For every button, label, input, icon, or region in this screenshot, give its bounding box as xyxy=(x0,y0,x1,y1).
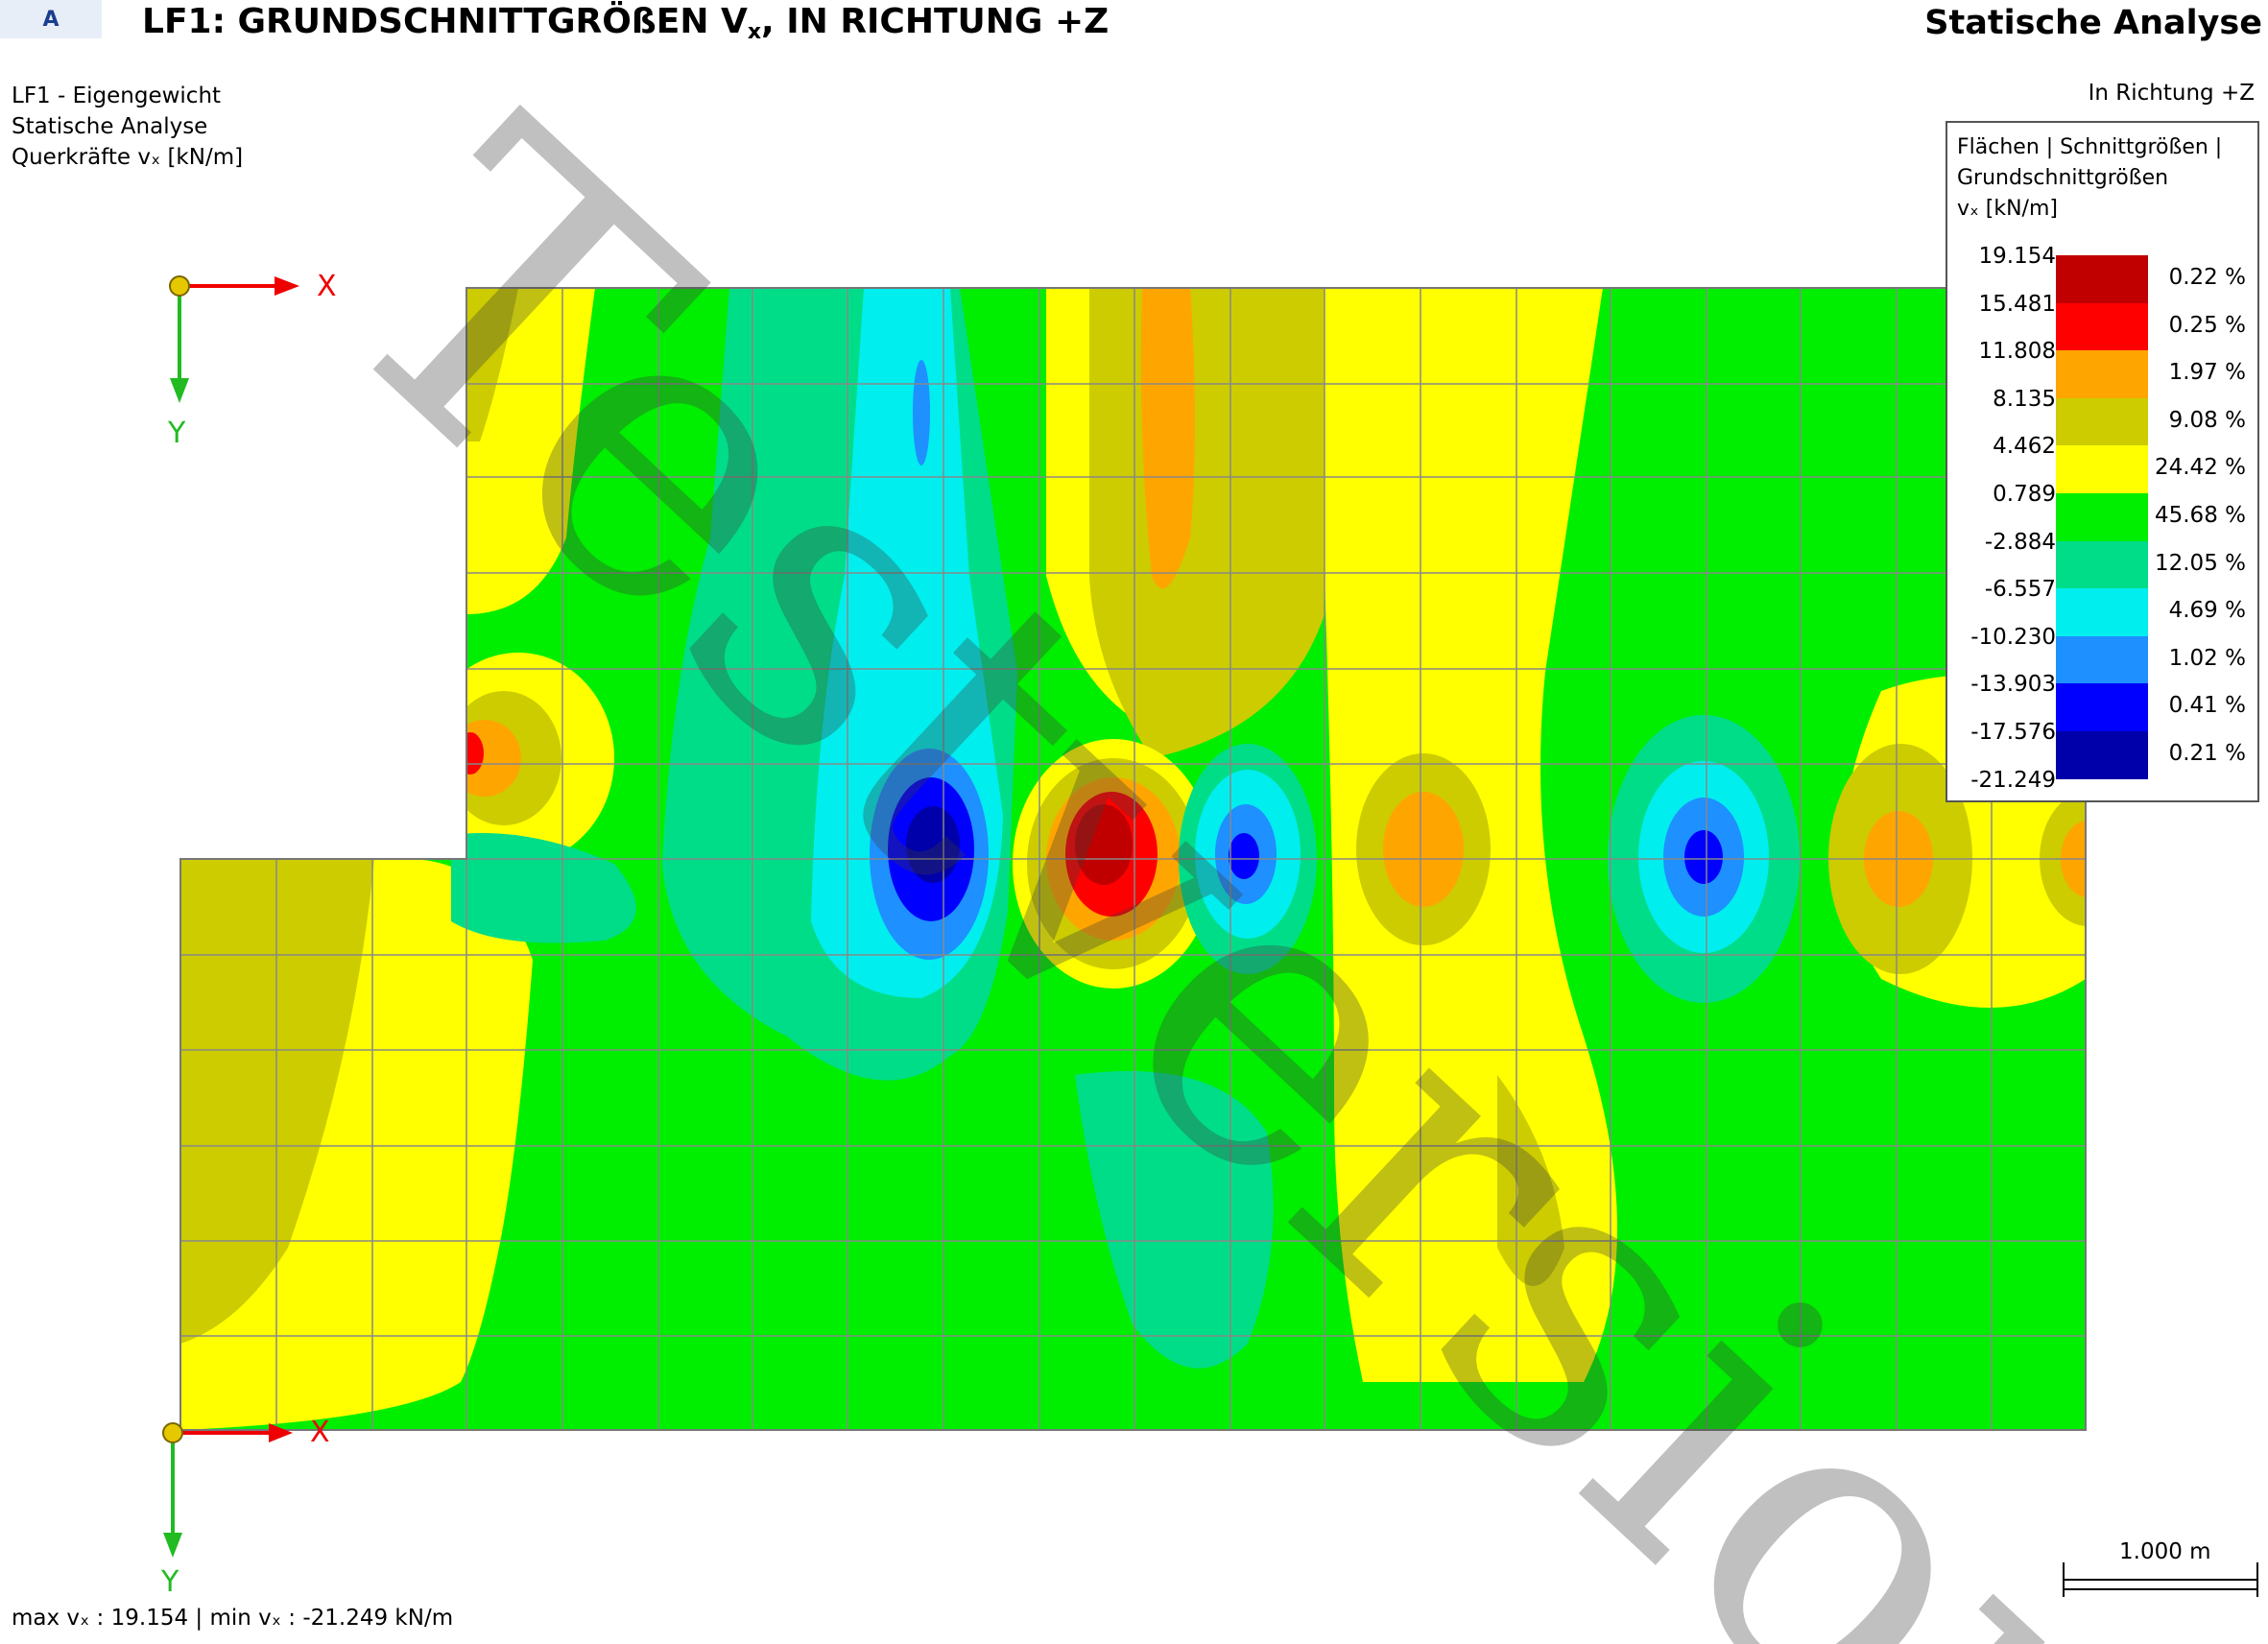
extreme-values: max vₓ : 19.154 | min vₓ : -21.249 kN/m xyxy=(12,1606,454,1631)
legend-color-swatch xyxy=(2056,350,2148,399)
legend-color-swatch xyxy=(2056,255,2148,304)
legend-value: 4.462 xyxy=(1993,434,2056,460)
legend-value: 19.154 xyxy=(1978,244,2056,269)
legend-title-line3: vₓ [kN/m] xyxy=(1957,197,2058,221)
legend-percentage: 9.08 % xyxy=(2168,407,2246,433)
color-legend: Flächen | Schnittgrößen | Grundschnittgr… xyxy=(1946,121,2259,802)
legend-color-swatch xyxy=(2056,445,2148,494)
result-quantity: Querkräfte vₓ [kN/m] xyxy=(12,145,244,170)
legend-value: -10.230 xyxy=(1970,624,2056,650)
legend-color-swatch xyxy=(2056,731,2148,780)
legend-color-swatch xyxy=(2056,302,2148,351)
legend-percentage: 1.02 % xyxy=(2168,645,2246,671)
legend-value: -6.557 xyxy=(1984,577,2056,603)
scale-bar-label: 1.000 m xyxy=(2119,1539,2211,1564)
legend-color-swatch xyxy=(2056,683,2148,732)
legend-percentage: 0.41 % xyxy=(2168,693,2246,719)
legend-percentage: 45.68 % xyxy=(2154,503,2246,528)
legend-percentage: 0.21 % xyxy=(2168,741,2246,766)
legend-percentage: 12.05 % xyxy=(2154,550,2246,576)
legend-title-line2: Grundschnittgrößen xyxy=(1957,166,2169,190)
legend-value: -17.576 xyxy=(1970,720,2056,745)
legend-percentage: 24.42 % xyxy=(2154,455,2246,481)
legend-value: -13.903 xyxy=(1970,672,2056,698)
legend-color-swatch xyxy=(2056,635,2148,684)
coordinate-system-bottom: X Y xyxy=(160,1416,330,1599)
legend-value: 8.135 xyxy=(1993,386,2056,412)
title-subscript: x xyxy=(747,20,762,44)
legend-value: -21.249 xyxy=(1970,767,2056,793)
legend-value: 15.481 xyxy=(1978,291,2056,317)
legend-value: 11.808 xyxy=(1978,339,2056,365)
legend-value: -2.884 xyxy=(1984,529,2056,555)
legend-title-line1: Flächen | Schnittgrößen | xyxy=(1957,135,2223,159)
header-badge: A xyxy=(0,0,102,38)
analysis-name: Statische Analyse xyxy=(12,114,208,139)
legend-percentage: 1.97 % xyxy=(2168,360,2246,386)
scale-bar xyxy=(2063,1562,2258,1597)
legend-value: 0.789 xyxy=(1993,482,2056,507)
x-axis-label-top: X xyxy=(317,270,337,303)
legend-percentage: 0.22 % xyxy=(2168,265,2246,290)
legend-color-swatch xyxy=(2056,588,2148,637)
y-axis-label-bottom: Y xyxy=(160,1565,179,1599)
legend-title: Flächen | Schnittgrößen | Grundschnittgr… xyxy=(1957,132,2222,225)
view-direction: In Richtung +Z xyxy=(2088,81,2255,106)
legend-color-swatch xyxy=(2056,397,2148,446)
x-axis-label-bottom: X xyxy=(310,1416,330,1449)
legend-percentage: 4.69 % xyxy=(2168,598,2246,624)
title-main: LF1: GRUNDSCHNITTGRÖßEN V xyxy=(142,2,748,41)
legend-color-swatch xyxy=(2056,540,2148,589)
title-tail: , IN RICHTUNG +Z xyxy=(761,2,1110,41)
y-axis-label-top: Y xyxy=(167,417,186,450)
load-case-name: LF1 - Eigengewicht xyxy=(12,83,222,108)
analysis-type-label: Statische Analyse xyxy=(1924,4,2262,42)
legend-percentage: 0.25 % xyxy=(2168,312,2246,338)
coordinate-system-top: X Y xyxy=(167,270,337,450)
legend-color-swatch xyxy=(2056,493,2148,542)
fe-mesh-grid xyxy=(180,288,2086,1430)
load-case-info: LF1 - Eigengewicht Statische Analyse Que… xyxy=(12,81,243,173)
page-title: LF1: GRUNDSCHNITTGRÖßEN Vx, IN RICHTUNG … xyxy=(142,2,1109,44)
